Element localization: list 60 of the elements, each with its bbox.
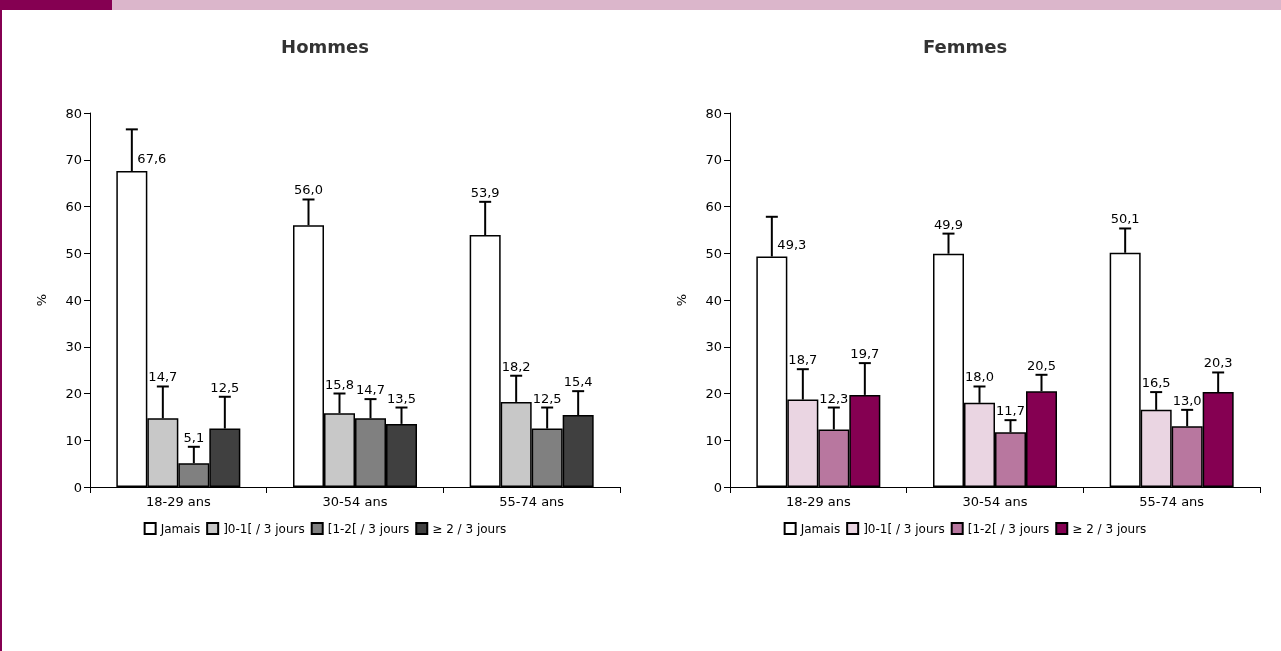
- x-tick-label: 55-74 ans: [499, 494, 565, 509]
- x-tick-label: 18-29 ans: [145, 494, 211, 509]
- y-tick-label: 10: [705, 432, 722, 448]
- x-tick-label: 30-54 ans: [962, 494, 1028, 509]
- y-tick-label: 50: [65, 245, 82, 261]
- data-label: 14,7: [356, 382, 385, 398]
- data-label: 67,6: [137, 150, 167, 166]
- data-label: 50,1: [1110, 211, 1140, 227]
- data-label: 12,3: [819, 390, 849, 406]
- y-tick-label: 20: [65, 386, 82, 401]
- legend-label: [1-2[ / 3 jours: [967, 521, 1050, 536]
- data-label: 18,0: [965, 369, 994, 385]
- y-tick-label: 10: [65, 432, 82, 448]
- y-axis-title: %: [34, 293, 49, 307]
- data-label: 16,5: [1141, 375, 1171, 391]
- data-label: 11,7: [996, 403, 1025, 419]
- data-label: 13,5: [387, 390, 416, 406]
- data-label: 20,5: [1027, 357, 1056, 373]
- legend-label: Jamais: [159, 521, 201, 536]
- data-label: 19,7: [850, 346, 880, 362]
- y-axis-title: %: [674, 293, 689, 307]
- y-tick-label: 40: [705, 292, 722, 308]
- y-tick-label: 60: [705, 199, 722, 214]
- y-tick-label: 40: [65, 292, 82, 308]
- chart-title: Femmes: [922, 35, 1008, 57]
- y-tick-label: 60: [65, 199, 82, 214]
- legend-label: [1-2[ / 3 jours: [327, 521, 410, 536]
- data-label: 49,3: [777, 236, 807, 252]
- data-label: 53,9: [470, 184, 500, 200]
- data-label: 5,1: [183, 429, 205, 445]
- data-label: 12,5: [532, 390, 562, 406]
- y-tick-label: 30: [705, 339, 722, 355]
- x-tick-label: 55-74 ans: [1139, 494, 1205, 509]
- data-label: 49,9: [934, 216, 963, 232]
- data-label: 12,5: [210, 379, 240, 395]
- y-tick-label: 50: [705, 245, 722, 261]
- x-tick-label: 18-29 ans: [785, 494, 851, 509]
- data-label: 18,2: [501, 358, 531, 374]
- y-tick-label: 0: [73, 479, 82, 495]
- legend-label: ≥ 2 / 3 jours: [432, 521, 507, 536]
- data-label: 56,0: [294, 182, 323, 198]
- data-label: 14,7: [148, 369, 178, 385]
- y-tick-label: 30: [65, 339, 82, 355]
- data-label: 13,0: [1172, 392, 1202, 408]
- y-tick-label: 0: [713, 479, 722, 495]
- y-tick-label: 80: [705, 105, 722, 121]
- data-label: 15,8: [325, 376, 354, 392]
- data-label: 20,3: [1203, 355, 1233, 371]
- y-tick-label: 70: [705, 152, 722, 168]
- x-tick-label: 30-54 ans: [322, 494, 388, 509]
- legend-label: ]0-1[ / 3 jours: [863, 521, 945, 536]
- legend-label: Jamais: [799, 521, 841, 536]
- data-label: 18,7: [788, 352, 818, 368]
- y-tick-label: 20: [705, 386, 722, 401]
- legend-label: ≥ 2 / 3 jours: [1072, 521, 1147, 536]
- chart-title: Hommes: [281, 35, 369, 57]
- legend-label: ]0-1[ / 3 jours: [223, 521, 305, 536]
- data-label: 15,4: [563, 374, 593, 390]
- y-tick-label: 70: [65, 152, 82, 168]
- y-tick-label: 80: [65, 105, 82, 121]
